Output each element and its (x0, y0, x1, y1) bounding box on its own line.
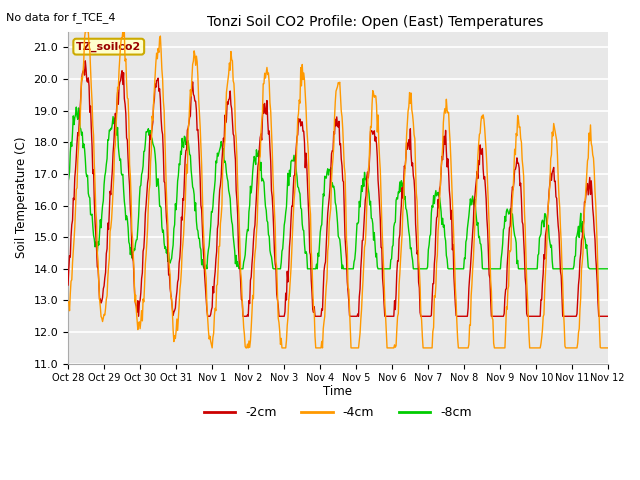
Text: No data for f_TCE_4: No data for f_TCE_4 (6, 12, 116, 23)
Legend: -2cm, -4cm, -8cm: -2cm, -4cm, -8cm (198, 401, 477, 424)
X-axis label: Time: Time (323, 385, 353, 398)
Title: Tonzi Soil CO2 Profile: Open (East) Temperatures: Tonzi Soil CO2 Profile: Open (East) Temp… (207, 15, 544, 29)
Y-axis label: Soil Temperature (C): Soil Temperature (C) (15, 137, 28, 258)
Text: TZ_soilco2: TZ_soilco2 (76, 42, 141, 52)
